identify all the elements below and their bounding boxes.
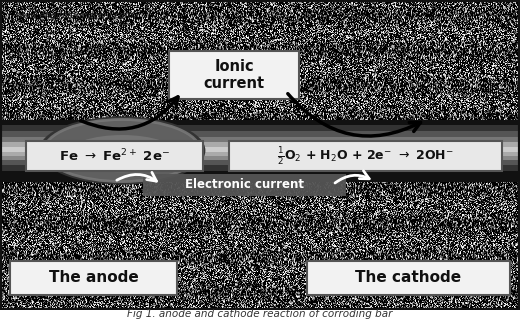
Text: Fig 1. anode and cathode reaction of corroding bar: Fig 1. anode and cathode reaction of cor… [127,309,393,319]
Text: www.engineeringcivil.com: www.engineeringcivil.com [16,11,134,20]
FancyBboxPatch shape [229,141,502,171]
Text: Electronic current: Electronic current [185,178,304,191]
FancyBboxPatch shape [26,141,203,171]
Text: $\frac{1}{2}$O$_2$ + H$_2$O + 2e$^{-}$ $\rightarrow$ 2OH$^{-}$: $\frac{1}{2}$O$_2$ + H$_2$O + 2e$^{-}$ $… [277,145,453,167]
Text: The cathode: The cathode [355,270,461,285]
Bar [0,142,520,148]
Bar [0,125,520,132]
Ellipse shape [68,135,177,172]
Bar [0,131,520,138]
Bar [0,152,520,157]
Bar [0,160,520,166]
Bar [0,165,520,171]
FancyBboxPatch shape [143,174,346,196]
Text: The anode: The anode [49,270,138,285]
Text: Ionic
current: Ionic current [203,59,265,92]
Bar [0,148,520,152]
Bar [0,156,520,161]
FancyBboxPatch shape [169,51,299,99]
Bar [0,119,520,181]
Text: Fe $\rightarrow$ Fe$^{2+}$ 2e$^{-}$: Fe $\rightarrow$ Fe$^{2+}$ 2e$^{-}$ [59,148,170,164]
FancyBboxPatch shape [307,261,510,295]
Ellipse shape [39,116,205,185]
Ellipse shape [44,119,200,181]
Bar [0,137,520,143]
FancyBboxPatch shape [10,261,177,295]
